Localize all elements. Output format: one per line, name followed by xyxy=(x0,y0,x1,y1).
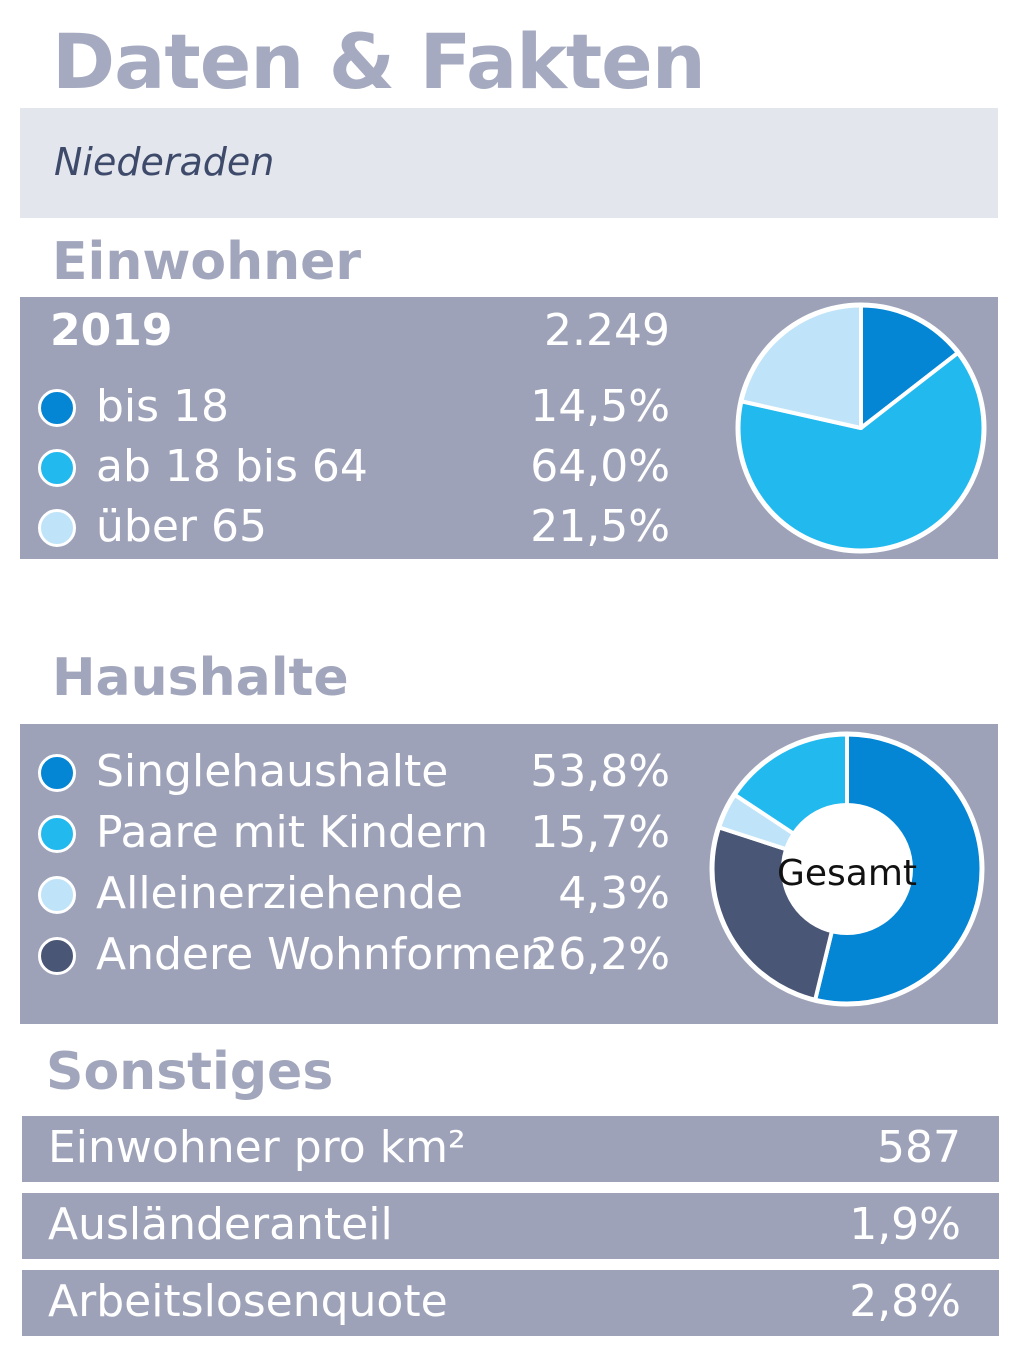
haushalte-panel: Singlehaushalte 53,8% Paare mit Kindern … xyxy=(20,724,998,1024)
legend-label-paare-mit-kindern: Paare mit Kindern xyxy=(96,807,489,858)
einwohner-total: 2.249 xyxy=(544,305,670,356)
legend-value-alleinerziehende: 4,3% xyxy=(558,868,670,919)
stat-row-arbeitslosenquote: Arbeitslosenquote 2,8% xyxy=(22,1270,999,1336)
einwohner-pie-outline xyxy=(735,302,987,554)
legend-label-alleinerziehende: Alleinerziehende xyxy=(96,868,464,919)
legend-label-bis-18: bis 18 xyxy=(96,381,230,432)
legend-value-singlehaushalte: 53,8% xyxy=(530,746,670,797)
legend-value-andere-wohnformen: 26,2% xyxy=(530,929,670,980)
legend-dot-bis-18 xyxy=(38,389,76,427)
page-title: Daten & Fakten xyxy=(52,17,706,106)
haushalte-donut-hole xyxy=(781,803,913,935)
subtitle-band: Niederaden xyxy=(20,108,998,218)
section-heading-einwohner: Einwohner xyxy=(52,232,362,292)
legend-label-ueber-65: über 65 xyxy=(96,501,267,552)
legend-dot-alleinerziehende xyxy=(38,876,76,914)
stat-value-arbeitslosenquote: 2,8% xyxy=(849,1276,961,1327)
legend-dot-andere-wohnformen xyxy=(38,937,76,975)
location-name: Niederaden xyxy=(54,140,275,184)
einwohner-pie-chart xyxy=(735,302,987,554)
stat-value-auslaenderanteil: 1,9% xyxy=(849,1199,961,1250)
stat-label-einwohner-pro-km2: Einwohner pro km² xyxy=(48,1122,466,1173)
stat-label-auslaenderanteil: Ausländeranteil xyxy=(48,1199,393,1250)
haushalte-donut-chart: Gesamt xyxy=(709,731,985,1007)
haushalte-donut-outline xyxy=(709,731,985,1007)
legend-label-ab-18-bis-64: ab 18 bis 64 xyxy=(96,441,368,492)
legend-dot-paare-mit-kindern xyxy=(38,815,76,853)
einwohner-panel: 2019 2.249 bis 18 14,5% ab 18 bis 64 64,… xyxy=(20,297,998,559)
legend-label-andere-wohnformen: Andere Wohnformen xyxy=(96,929,549,980)
stat-label-arbeitslosenquote: Arbeitslosenquote xyxy=(48,1276,448,1327)
legend-value-ab-18-bis-64: 64,0% xyxy=(530,441,670,492)
section-heading-haushalte: Haushalte xyxy=(52,648,349,708)
legend-value-paare-mit-kindern: 15,7% xyxy=(530,807,670,858)
section-heading-sonstiges: Sonstiges xyxy=(46,1042,334,1102)
legend-dot-ab-18-bis-64 xyxy=(38,449,76,487)
stat-value-einwohner-pro-km2: 587 xyxy=(877,1122,961,1173)
stat-row-auslaenderanteil: Ausländeranteil 1,9% xyxy=(22,1193,999,1259)
einwohner-year: 2019 xyxy=(50,305,173,356)
legend-dot-singlehaushalte xyxy=(38,754,76,792)
legend-dot-ueber-65 xyxy=(38,509,76,547)
legend-label-singlehaushalte: Singlehaushalte xyxy=(96,746,449,797)
stat-row-einwohner-pro-km2: Einwohner pro km² 587 xyxy=(22,1116,999,1182)
donut-center-label: Gesamt xyxy=(777,853,917,894)
legend-value-ueber-65: 21,5% xyxy=(530,501,670,552)
legend-value-bis-18: 14,5% xyxy=(530,381,670,432)
